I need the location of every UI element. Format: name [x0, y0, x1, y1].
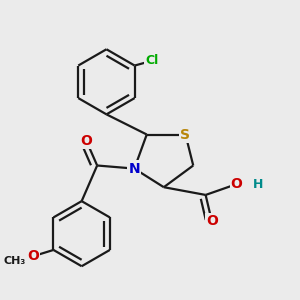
- Text: CH₃: CH₃: [4, 256, 26, 266]
- Text: S: S: [181, 128, 190, 142]
- Text: H: H: [253, 178, 263, 190]
- Text: O: O: [27, 249, 39, 263]
- Text: O: O: [206, 214, 218, 228]
- Text: O: O: [80, 134, 92, 148]
- Text: O: O: [231, 177, 243, 191]
- Text: Cl: Cl: [145, 54, 158, 68]
- Text: N: N: [128, 162, 140, 176]
